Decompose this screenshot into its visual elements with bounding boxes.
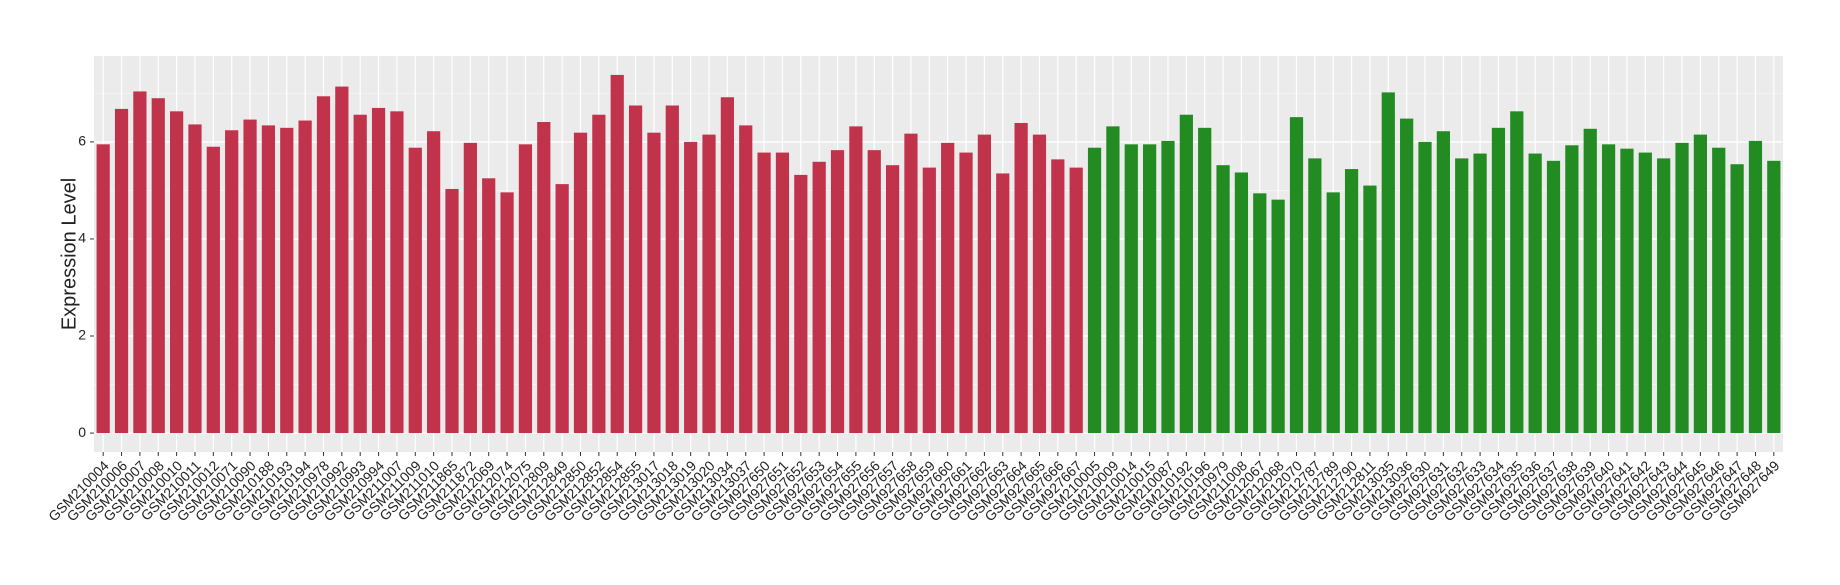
bar [463,142,477,434]
bar [720,97,734,434]
bar [1712,147,1726,434]
bar [1198,127,1212,434]
bar [1528,153,1542,434]
bar [885,165,900,434]
bar [1289,117,1304,434]
bar [445,188,459,434]
bar [151,98,165,434]
bar [1583,128,1597,434]
bar [1400,118,1414,434]
bar [170,111,184,434]
bar [1455,158,1469,434]
bar [1308,158,1322,434]
bar [316,96,331,434]
bar [261,125,276,434]
y-axis-label: Expression Level [58,178,80,330]
bar [849,126,863,434]
bar [1657,158,1671,434]
bar [1234,172,1249,434]
bar [628,105,643,434]
bar [537,122,551,434]
bar [1565,145,1579,434]
bar [757,152,771,434]
bar [243,119,257,434]
y-tick-label: 2 [78,327,86,343]
bar [1381,92,1395,434]
bar [371,107,386,434]
bar [482,178,496,434]
bar [1216,165,1230,434]
bar [684,141,698,434]
bar [1491,127,1506,434]
bar [206,146,220,434]
bar [188,124,202,434]
bar [739,125,753,434]
bar [959,152,973,434]
bar [996,173,1010,434]
bar [904,133,918,434]
bar [665,105,679,434]
bar [702,134,716,434]
bar [941,142,955,434]
bar [775,152,790,434]
bar [1510,111,1524,434]
bar [1069,167,1083,434]
bar [408,147,422,434]
bar [1363,185,1377,434]
bar [518,144,533,434]
bar [280,127,294,434]
bar [573,132,588,434]
bar [500,192,514,434]
bar [1546,160,1561,434]
bar [1253,193,1267,434]
bar [1620,148,1634,434]
bar [830,150,845,434]
bar [1032,134,1047,434]
bar [1051,159,1065,434]
y-tick-label: 0 [78,424,86,440]
bar [1143,144,1157,434]
bar [1730,164,1744,434]
bar [610,74,624,434]
bar [427,131,441,434]
bar [1418,141,1432,434]
bar [1124,144,1138,434]
y-tick-label: 6 [78,133,86,149]
bar [1161,140,1175,434]
bar [555,184,569,434]
bar [1014,122,1028,434]
bar [1675,142,1689,434]
bar [1748,140,1763,434]
bar [1344,169,1359,434]
bar [390,111,404,434]
bar [647,132,661,434]
bar [353,114,367,434]
bar [1436,131,1450,434]
bar [1087,147,1102,434]
bar [1767,160,1781,434]
bar [794,174,808,434]
bar [96,144,110,434]
bar [1106,126,1120,434]
bar [867,150,881,434]
bar [1179,114,1193,434]
bar [298,120,312,434]
bar [225,130,239,434]
bar [114,108,129,434]
bar [1601,144,1616,434]
bar [1326,192,1340,434]
bar [812,161,826,434]
bar [1638,152,1652,434]
bar [1693,134,1707,434]
bar [592,114,606,434]
bar [1473,153,1487,434]
bar [1271,199,1285,434]
bar [922,167,936,434]
bar [133,91,147,434]
bar [335,86,349,434]
y-tick-label: 4 [78,230,86,246]
bar [977,134,992,434]
